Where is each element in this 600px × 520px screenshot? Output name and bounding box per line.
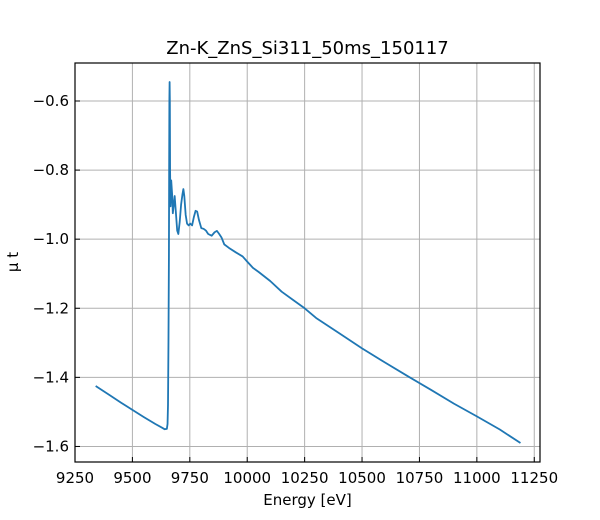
series-line-0	[95, 81, 521, 444]
x-tick-label: 10750	[396, 469, 444, 487]
x-tick-label: 9750	[171, 469, 209, 487]
grid	[75, 63, 540, 462]
y-tick-label: −1.6	[33, 437, 69, 455]
y-tick-label: −1.4	[33, 368, 69, 386]
series-layer	[95, 81, 521, 444]
x-tick-label: 10250	[281, 469, 329, 487]
y-axis-label: μ t	[4, 252, 22, 272]
x-tick-label: 9250	[56, 469, 94, 487]
x-tick-label: 10500	[338, 469, 386, 487]
chart-title: Zn-K_ZnS_Si311_50ms_150117	[166, 38, 449, 59]
x-tick-label: 10000	[223, 469, 271, 487]
y-tick-label: −0.8	[33, 161, 69, 179]
axis-ticks: 9250 9500 9750 10000 10250 10500 10750 11000 112…	[33, 92, 559, 487]
plot-frame	[74, 62, 541, 463]
y-tick-label: −1.2	[33, 299, 69, 317]
y-tick-label: −0.6	[33, 92, 69, 110]
x-tick-label: 9500	[113, 469, 151, 487]
x-axis-label: Energy [eV]	[263, 491, 351, 509]
x-tick-label: 11250	[510, 469, 558, 487]
y-tick-label: −1.0	[33, 230, 69, 248]
x-tick-label: 11000	[453, 469, 501, 487]
